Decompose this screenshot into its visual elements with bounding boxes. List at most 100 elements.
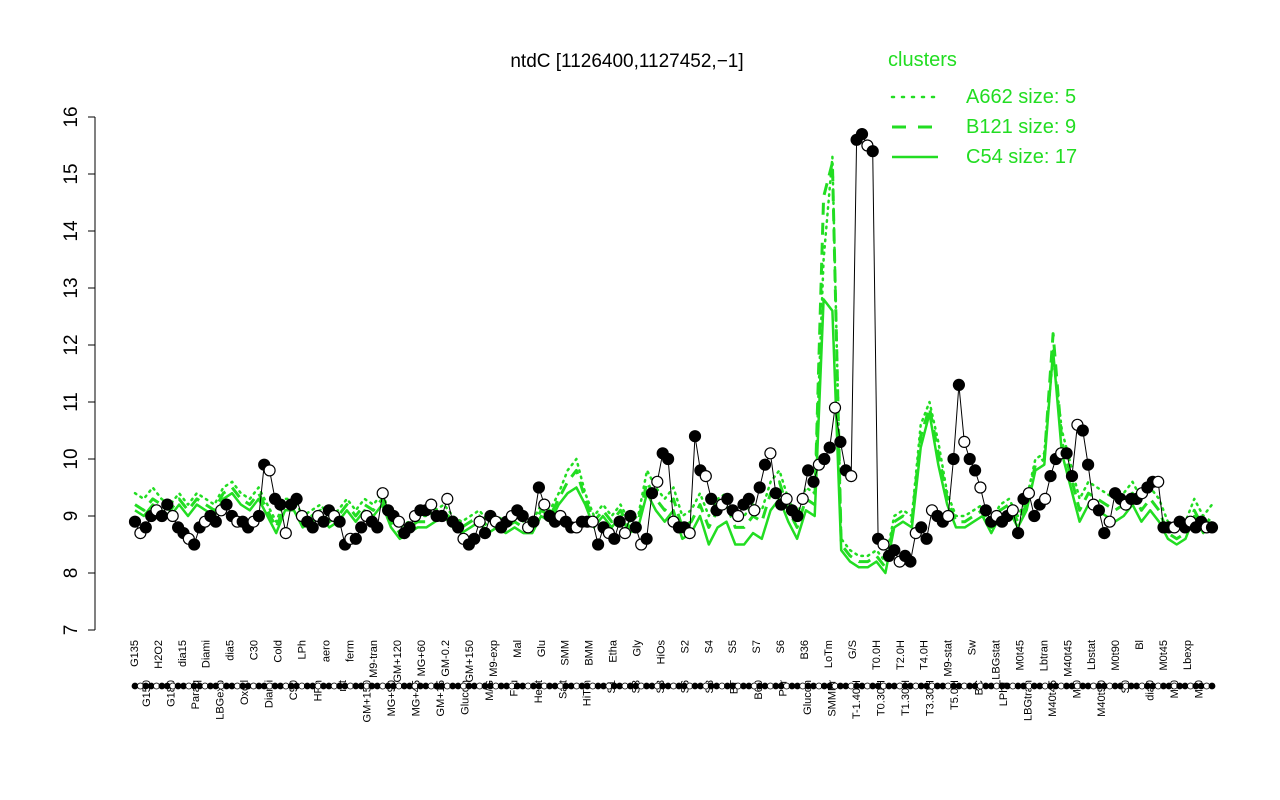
x-rug-mark — [1208, 682, 1216, 690]
data-point — [403, 521, 416, 534]
series-layer — [133, 155, 1214, 575]
data-point — [834, 435, 847, 448]
data-point — [425, 498, 438, 511]
data-point — [155, 509, 168, 523]
x-tick-label-top: dia5 — [225, 640, 237, 661]
data-point — [699, 470, 712, 483]
x-tick-label-top: Glu — [536, 640, 548, 657]
x-tick-label-top: Etha — [608, 639, 620, 663]
x-tick-label-top: B36 — [799, 640, 811, 660]
data-point — [376, 487, 389, 500]
data-point — [1205, 521, 1219, 534]
data-point — [441, 492, 454, 505]
x-tick-label-top: T0.0H — [871, 640, 883, 670]
data-point — [651, 475, 664, 488]
data-point — [478, 526, 492, 540]
x-tick-label-top: Gly — [632, 640, 644, 657]
data-point — [640, 532, 653, 545]
data-point — [252, 509, 265, 523]
data-point — [920, 532, 933, 545]
data-point — [1044, 470, 1057, 483]
data-point — [661, 452, 675, 466]
x-tick-label-top: LPh — [296, 640, 308, 660]
data-point — [1006, 504, 1019, 517]
data-point — [139, 521, 152, 534]
x-tick-label-top: LoTm — [823, 640, 835, 668]
data-point — [220, 498, 233, 511]
data-point — [769, 487, 782, 500]
data-point — [591, 538, 605, 551]
data-point — [764, 447, 777, 460]
x-tick-label-top: G/S — [847, 640, 859, 659]
legend-entry-a662: A662 size: 5 — [966, 86, 1076, 108]
data-point — [317, 515, 330, 528]
data-point — [974, 481, 987, 494]
data-point — [188, 538, 201, 551]
legend-title: clusters — [888, 49, 957, 71]
data-point — [963, 452, 976, 466]
data-point — [845, 470, 858, 483]
x-tick-label-top: GM-0.2 — [440, 640, 452, 677]
data-point — [1092, 504, 1106, 517]
data-point — [1065, 470, 1079, 483]
data-point — [877, 538, 890, 551]
data-point — [1103, 515, 1116, 528]
data-point — [705, 492, 718, 505]
data-point — [958, 435, 971, 448]
data-point — [979, 504, 992, 517]
y-axis: 7 8 9 10 11 12 13 14 15 16 — [61, 106, 96, 635]
data-point — [807, 475, 820, 488]
data-point — [1022, 487, 1036, 500]
chart-title: ntdC [1126400,1127452,−1] — [510, 51, 743, 72]
data-point — [645, 487, 659, 500]
data-point — [780, 492, 793, 505]
x-tick-label-top: S2 — [679, 640, 691, 653]
y-tick-label: 16 — [61, 106, 82, 127]
x-tick-label-bottom: T-1.40H — [851, 680, 863, 719]
x-tick-label-top: GM+150 — [464, 640, 476, 683]
data-point — [823, 441, 836, 454]
x-tick-label-top: H2O2 — [153, 640, 165, 669]
x-tick-label-top: Mal — [512, 640, 524, 658]
data-point — [828, 401, 842, 414]
data-point — [915, 521, 928, 534]
x-tick-label-bottom: Glucon — [802, 680, 814, 715]
x-tick-label-top: S6 — [775, 640, 787, 653]
y-tick-label: 10 — [61, 448, 82, 469]
x-tick-label-top: M0t90 — [1110, 640, 1122, 671]
x-tick-label-top: S7 — [751, 640, 763, 653]
data-point — [473, 515, 486, 528]
data-point — [947, 452, 960, 466]
data-point — [683, 526, 696, 540]
data-point — [1152, 475, 1165, 488]
data-point — [624, 509, 637, 523]
x-tick-label-top: HiOs — [655, 639, 667, 664]
data-point — [618, 526, 632, 540]
x-tick-label-top: M40t45 — [1062, 640, 1074, 677]
legend-entry-c54: C54 size: 17 — [966, 146, 1077, 168]
series-line-2 — [134, 298, 1213, 575]
data-point — [742, 492, 756, 505]
data-point — [1011, 526, 1025, 540]
x-tick-label-top: aero — [320, 640, 332, 662]
data-point — [968, 464, 982, 477]
data-point — [392, 515, 405, 528]
data-point — [468, 532, 481, 545]
x-tick-label-top: Lbexp — [1182, 640, 1194, 670]
x-tick-label-top: dia15 — [177, 640, 189, 667]
data-point — [1038, 492, 1052, 505]
data-point — [355, 521, 368, 534]
data-point — [758, 458, 772, 471]
data-point — [279, 526, 292, 540]
data-point — [263, 464, 276, 477]
data-point — [855, 128, 869, 141]
x-tick-label-top: Lbstat — [1086, 640, 1098, 670]
data-point — [688, 430, 702, 443]
x-tick-label-top: T4.0H — [919, 640, 931, 670]
x-tick-label-top: GM+120 — [392, 640, 404, 683]
data-point — [586, 515, 599, 528]
data-point — [128, 515, 142, 528]
x-tick-label-top: M9-tran — [368, 640, 380, 678]
data-point — [532, 481, 546, 494]
data-point — [753, 481, 766, 494]
